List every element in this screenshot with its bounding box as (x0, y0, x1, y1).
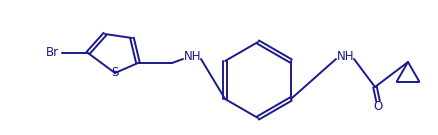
Text: Br: Br (46, 46, 59, 60)
Text: S: S (111, 67, 119, 80)
Text: O: O (373, 100, 383, 114)
Text: NH: NH (337, 50, 355, 63)
Text: NH: NH (184, 50, 202, 63)
